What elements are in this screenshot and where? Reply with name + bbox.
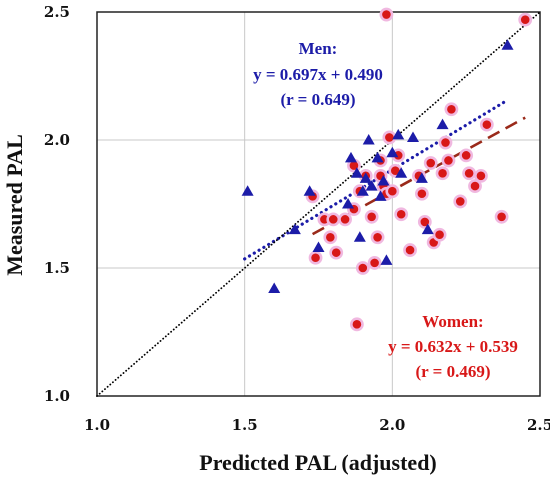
men-point [353, 231, 366, 242]
men-point [303, 185, 316, 196]
y-tick-label: 2.0 [44, 131, 70, 149]
women-series [305, 7, 533, 332]
women-point [423, 156, 438, 170]
x-tick-label: 2.0 [379, 416, 405, 434]
men-point [421, 223, 434, 235]
women-point [370, 230, 385, 245]
x-axis-title: Predicted PAL (adjusted) [199, 450, 437, 475]
men-point [395, 167, 408, 178]
y-axis-title: Measured PAL [2, 134, 27, 276]
men-point [365, 180, 378, 191]
men-point [268, 282, 281, 293]
women-point [518, 12, 533, 27]
women-point [349, 317, 364, 332]
x-tick-label: 1.0 [84, 416, 110, 434]
women-point [326, 212, 341, 227]
men-point [344, 151, 357, 163]
men-point [371, 151, 384, 163]
men-point [362, 134, 375, 145]
women-point [468, 179, 482, 193]
men-point [415, 172, 428, 183]
women-point [385, 184, 400, 199]
men-point [356, 185, 369, 196]
men-point [436, 118, 449, 130]
men-point [359, 172, 372, 183]
men-point [288, 223, 301, 235]
y-tick-label: 2.5 [44, 3, 70, 21]
men-point [350, 167, 363, 178]
women-point [462, 166, 477, 181]
men-point [342, 198, 355, 209]
women-point [338, 212, 352, 227]
women-point [323, 230, 338, 245]
women-point [459, 148, 474, 163]
women-r-value: (r = 0.469) [416, 362, 491, 381]
y-tick-label: 1.0 [44, 387, 70, 405]
women-point [414, 186, 429, 201]
men-point [386, 146, 399, 158]
x-axis-ticks: 1.0 1.5 2.0 2.5 [84, 416, 550, 434]
women-point [438, 135, 453, 150]
men-point [380, 254, 393, 265]
identity-line [96, 11, 541, 397]
men-point [241, 185, 254, 196]
women-point [444, 102, 459, 117]
x-tick-label: 1.5 [232, 416, 258, 434]
men-point [377, 174, 390, 186]
men-fit-line [243, 98, 510, 261]
men-point [501, 39, 514, 50]
women-point [403, 243, 417, 257]
women-point [479, 117, 494, 132]
women-point [379, 7, 394, 22]
men-point [374, 190, 387, 201]
men-r-value: (r = 0.649) [281, 90, 356, 109]
men-label: Men: [299, 39, 338, 58]
women-point [441, 153, 456, 168]
men-point [392, 128, 405, 140]
women-point [329, 245, 344, 260]
women-point [382, 130, 397, 145]
women-point [494, 209, 509, 224]
men-point [407, 131, 420, 142]
women-point [355, 261, 370, 275]
women-point [432, 227, 447, 242]
women-point [394, 207, 409, 222]
women-point [474, 168, 488, 183]
women-label: Women: [422, 312, 483, 331]
men-series [241, 39, 514, 293]
women-point [453, 194, 468, 209]
plot-frame [96, 11, 541, 397]
women-point [435, 166, 450, 181]
women-point [308, 250, 323, 265]
women-point [364, 209, 379, 224]
men-point [312, 241, 325, 253]
y-tick-label: 1.5 [44, 259, 70, 277]
x-tick-label: 2.5 [527, 416, 550, 434]
women-annotation: Women: y = 0.632x + 0.539 (r = 0.469) [388, 312, 518, 381]
men-equation: y = 0.697x + 0.490 [253, 65, 383, 84]
women-point [367, 255, 382, 270]
women-equation: y = 0.632x + 0.539 [388, 337, 518, 356]
men-annotation: Men: y = 0.697x + 0.490 (r = 0.649) [253, 39, 383, 109]
y-axis-ticks: 1.0 1.5 2.0 2.5 [44, 3, 70, 405]
